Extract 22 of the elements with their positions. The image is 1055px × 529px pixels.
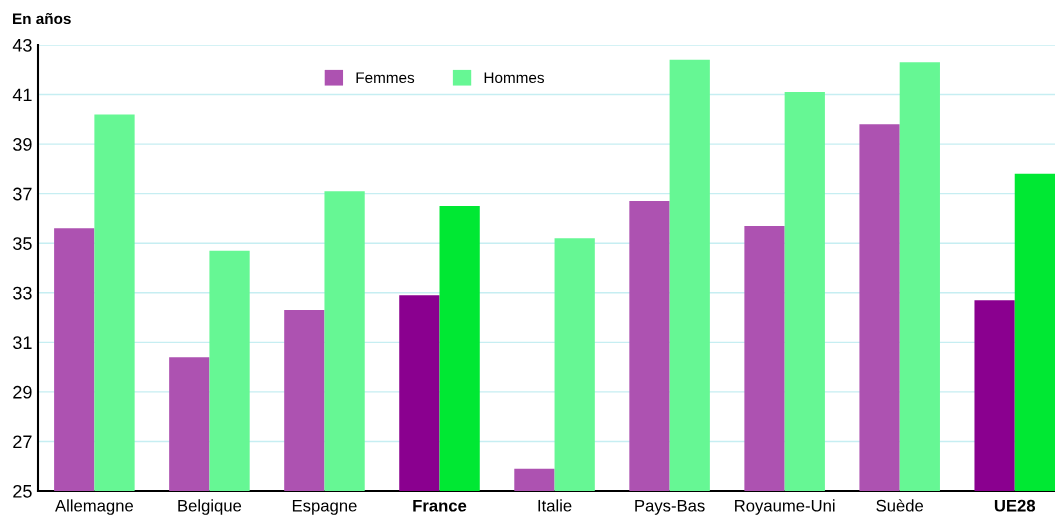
legend-label: Hommes [484,72,544,84]
x-tick-label: Italie [538,499,572,512]
chart-title: En años [13,12,71,25]
x-tick-label: France [413,499,467,512]
y-tick-label: 43 [12,38,32,52]
y-tick-label: 41 [12,88,32,102]
x-tick-label: Espagne [292,499,357,515]
legend-label: Femmes [356,72,415,84]
y-tick-label: 35 [13,237,32,250]
y-tick-label: 33 [13,286,32,300]
x-tick-label: Pays-Bas [635,499,705,515]
y-tick-label: 27 [13,435,32,448]
y-tick-label: 25 [13,484,32,498]
x-tick-label: Belgique [178,499,242,515]
y-tick-label: 39 [13,138,32,151]
x-tick-label: Suède [876,499,924,512]
y-tick-label: 29 [13,385,32,399]
x-tick-label: UE28 [994,499,1036,512]
y-tick-label: 31 [13,336,32,350]
y-tick-label: 37 [13,187,32,201]
x-tick-label: Allemagne [55,499,134,515]
x-tick-label: Royaume-Uni [735,499,835,515]
